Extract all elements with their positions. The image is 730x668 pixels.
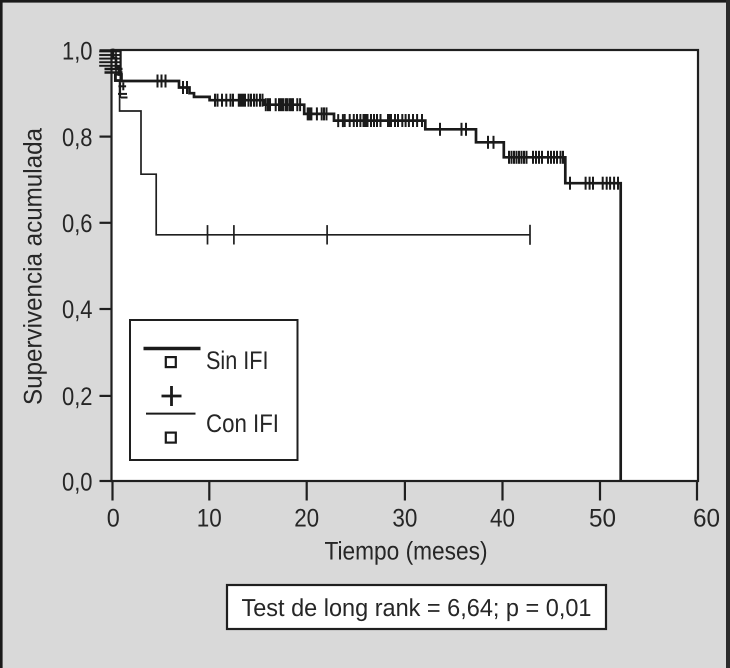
svg-text:Sin IFI: Sin IFI [206, 347, 269, 375]
svg-text:Supervivencia acumulada: Supervivencia acumulada [20, 127, 48, 405]
svg-text:0: 0 [107, 504, 120, 532]
svg-text:Con IFI: Con IFI [206, 410, 279, 438]
svg-text:0,8: 0,8 [62, 124, 93, 152]
svg-text:10: 10 [197, 504, 222, 532]
svg-text:0,0: 0,0 [62, 468, 93, 496]
svg-text:1,0: 1,0 [62, 38, 93, 66]
svg-text:0,4: 0,4 [62, 296, 93, 324]
svg-text:Test de long rank = 6,64; p =: Test de long rank = 6,64; p = 0,01 [242, 595, 592, 622]
svg-text:40: 40 [490, 504, 515, 532]
svg-text:50: 50 [589, 504, 616, 532]
svg-text:60: 60 [693, 504, 720, 532]
svg-text:0,6: 0,6 [62, 210, 93, 238]
svg-text:Tiempo (meses): Tiempo (meses) [325, 538, 488, 566]
svg-text:30: 30 [392, 504, 417, 532]
svg-text:20: 20 [294, 504, 319, 532]
svg-text:0,2: 0,2 [62, 383, 93, 411]
